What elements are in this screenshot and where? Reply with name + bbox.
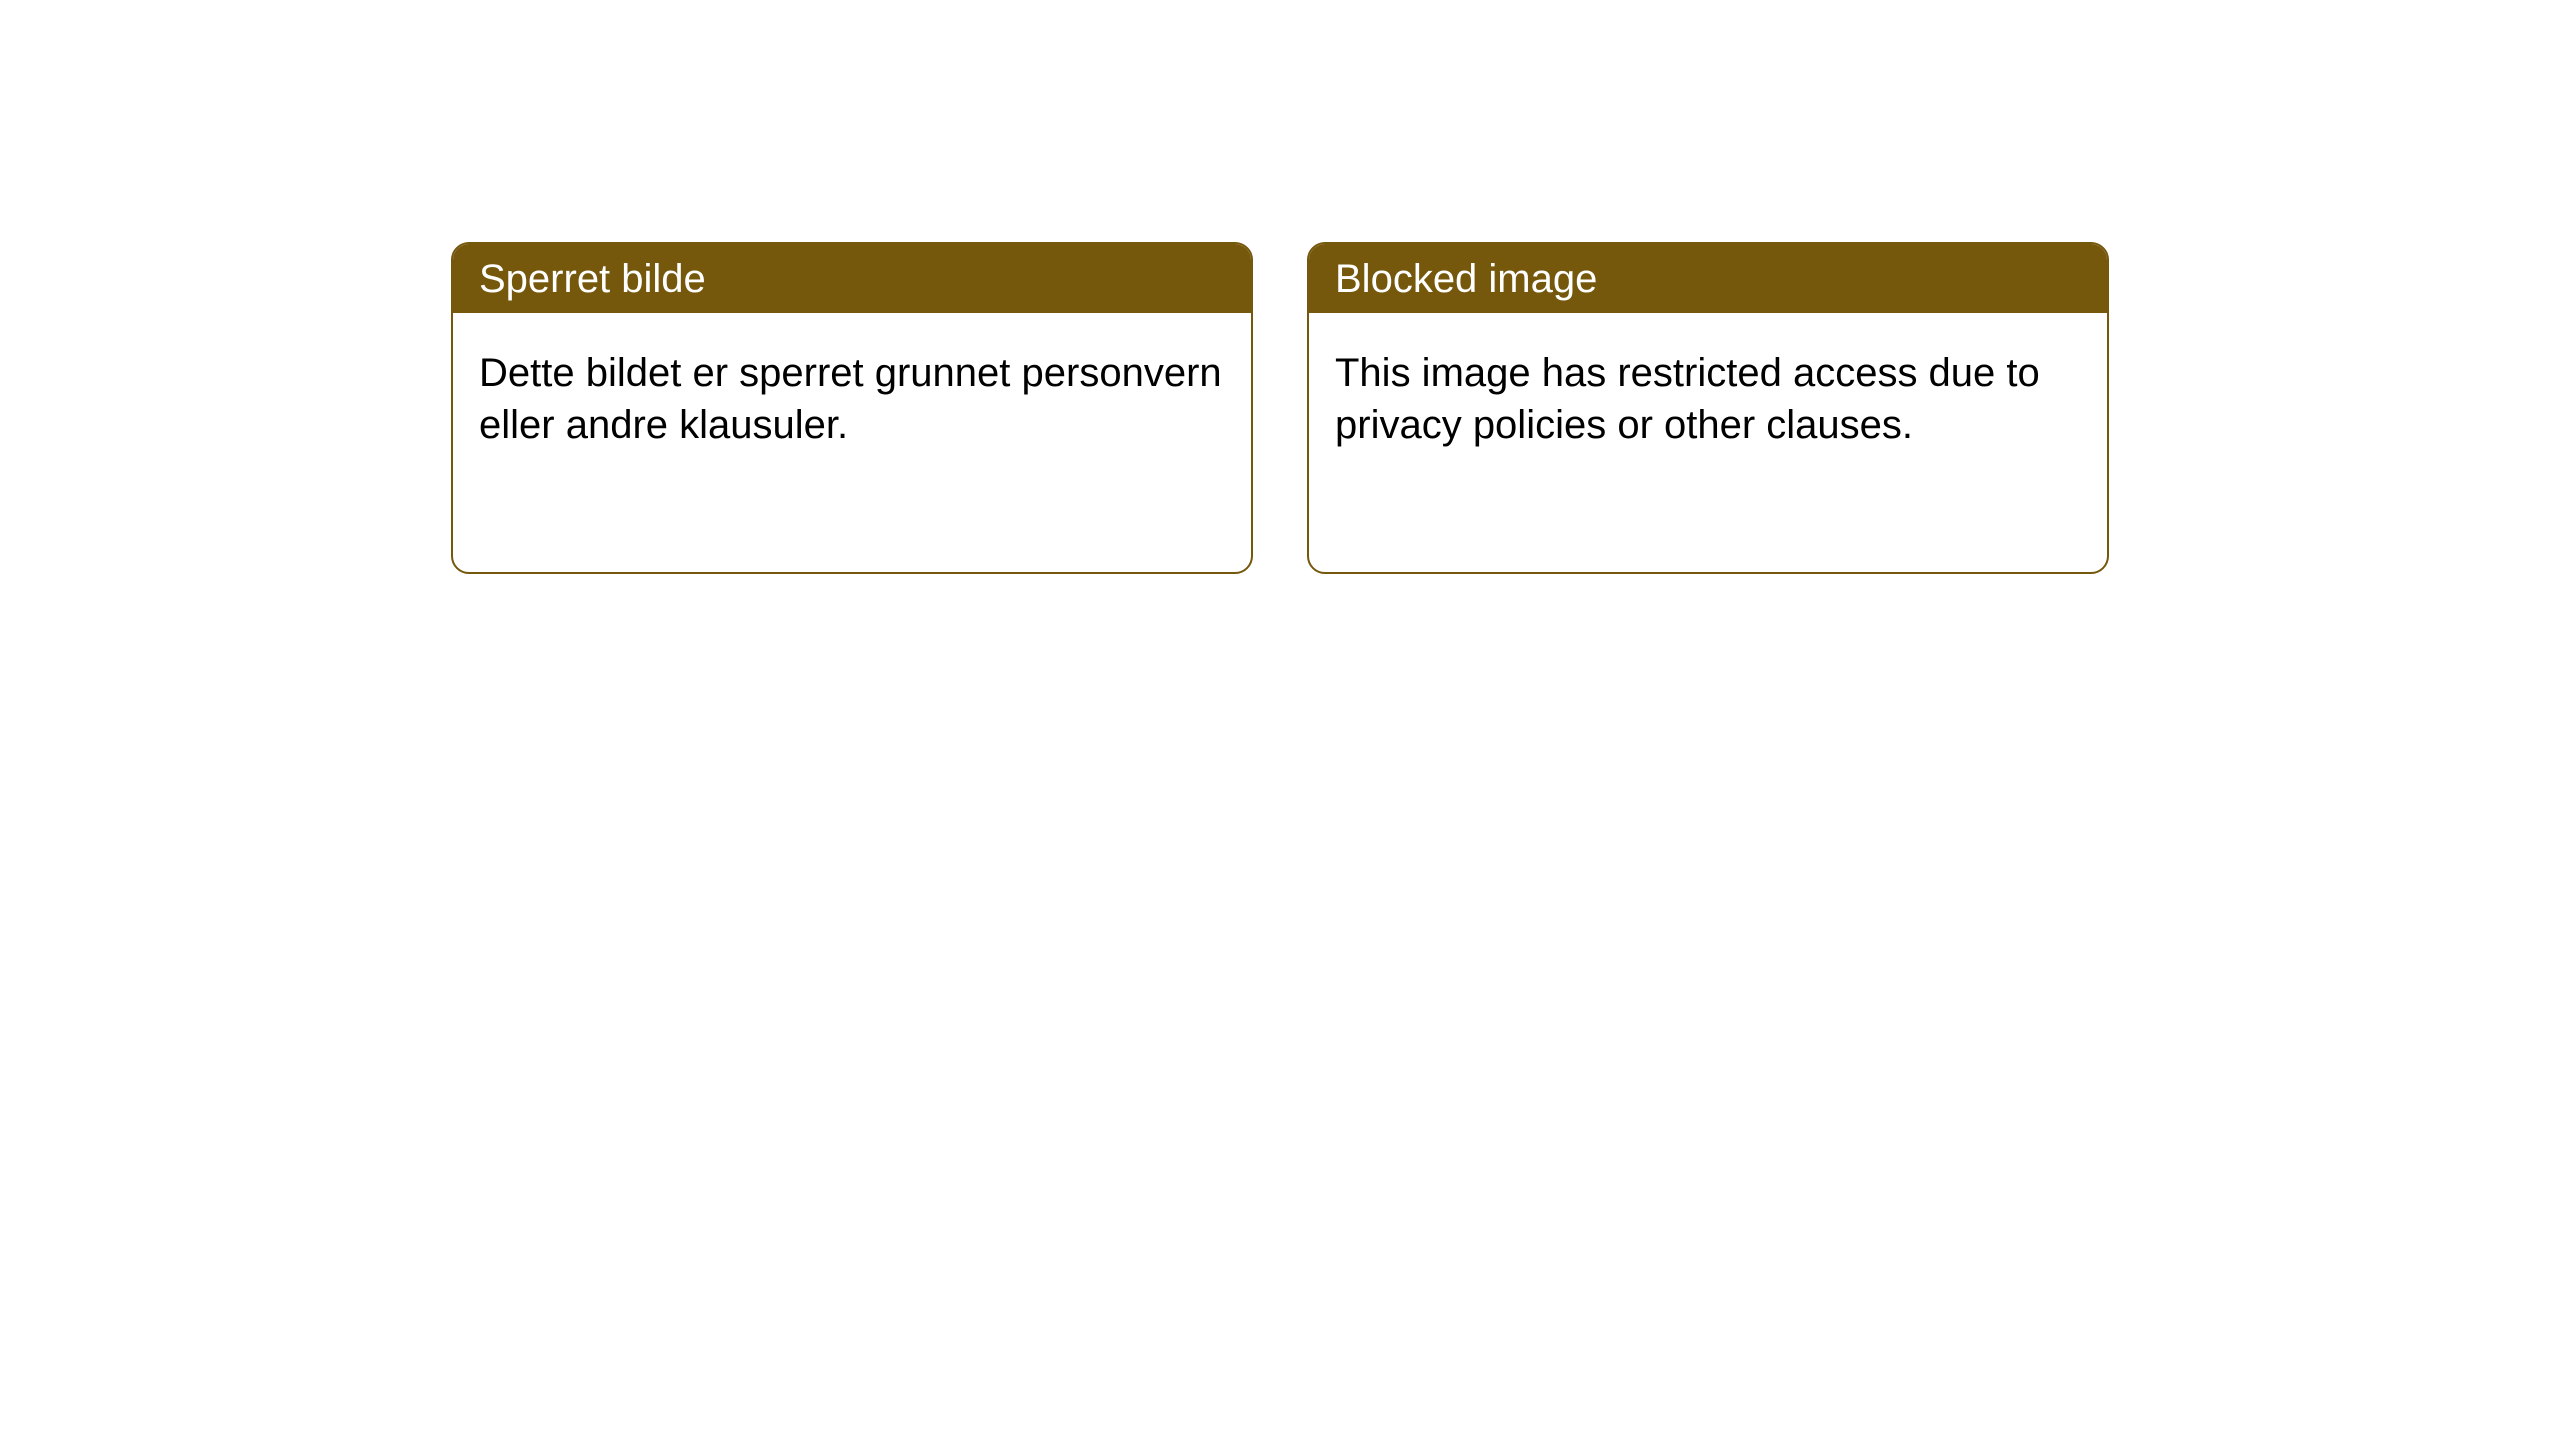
blocked-image-card-en: Blocked image This image has restricted … xyxy=(1307,242,2109,574)
blocked-image-card-no: Sperret bilde Dette bildet er sperret gr… xyxy=(451,242,1253,574)
card-body: This image has restricted access due to … xyxy=(1309,313,2107,485)
card-body: Dette bildet er sperret grunnet personve… xyxy=(453,313,1251,485)
card-title: Sperret bilde xyxy=(479,257,706,301)
card-header: Sperret bilde xyxy=(453,244,1251,313)
card-header: Blocked image xyxy=(1309,244,2107,313)
card-title: Blocked image xyxy=(1335,257,1597,301)
card-body-text: Dette bildet er sperret grunnet personve… xyxy=(479,351,1222,447)
blocked-image-cards: Sperret bilde Dette bildet er sperret gr… xyxy=(451,242,2109,574)
card-body-text: This image has restricted access due to … xyxy=(1335,351,2040,447)
